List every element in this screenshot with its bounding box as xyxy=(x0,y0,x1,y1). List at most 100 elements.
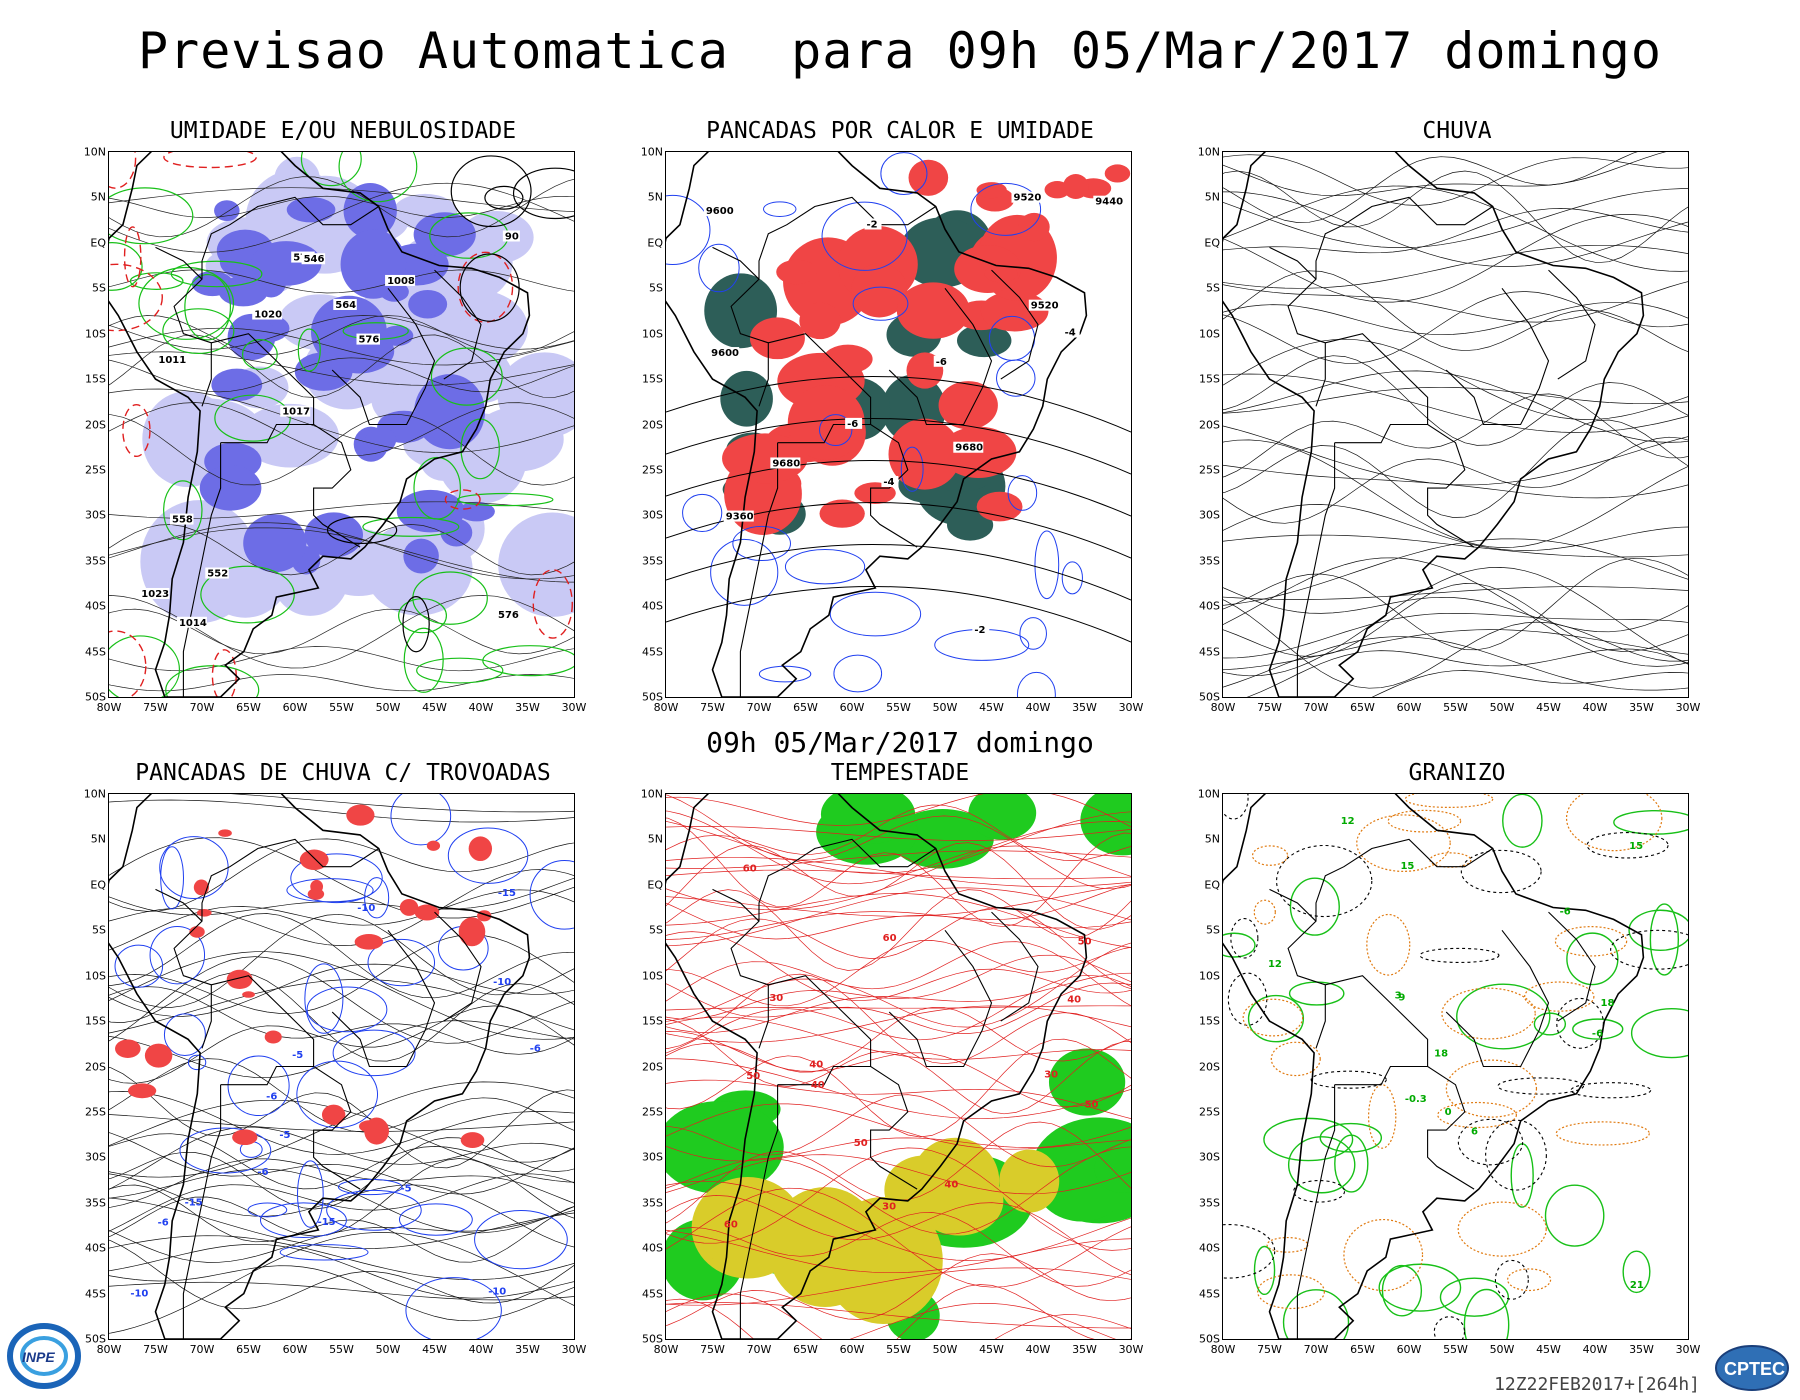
streamline xyxy=(666,1126,1131,1162)
lat-tick-label: 15S xyxy=(85,1014,106,1028)
lon-tick-label: 40W xyxy=(1582,701,1608,714)
field-area xyxy=(264,1030,282,1044)
streamline xyxy=(666,883,1131,940)
contour-line xyxy=(1437,1101,1517,1129)
lon-tick-label: 50W xyxy=(1489,1343,1515,1356)
streamline xyxy=(109,889,574,951)
streamline xyxy=(109,527,574,583)
country-border xyxy=(739,442,779,697)
contour-line xyxy=(159,836,229,900)
field-area xyxy=(304,512,363,558)
lon-tick-label: 65W xyxy=(793,1343,818,1356)
field-area xyxy=(888,418,961,490)
contour-line xyxy=(833,654,883,693)
lon-tick-label: 45W xyxy=(1536,1343,1561,1356)
lon-tick-label: 45W xyxy=(979,1343,1004,1356)
contour-line xyxy=(1433,1316,1466,1339)
streamline xyxy=(666,1267,1131,1306)
field-area xyxy=(1048,1048,1126,1116)
contour-line xyxy=(456,492,554,507)
field-area xyxy=(189,926,205,938)
streamline xyxy=(109,327,574,366)
field-area xyxy=(787,385,865,460)
contour-line xyxy=(450,155,532,228)
contour-line xyxy=(1456,983,1551,1050)
streamline xyxy=(666,972,1131,1033)
contour-line xyxy=(326,515,398,545)
contour-line xyxy=(529,860,574,930)
country-border xyxy=(991,269,1039,380)
contour-line xyxy=(1485,1119,1547,1191)
contour-line xyxy=(1270,1041,1321,1077)
country-border xyxy=(155,888,203,922)
streamline xyxy=(1223,154,1688,206)
streamline xyxy=(666,974,1131,1054)
streamline xyxy=(666,1019,1131,1115)
contour-line xyxy=(1257,1274,1325,1310)
lon-tick-label: 40W xyxy=(1025,701,1051,714)
coastline xyxy=(666,794,1088,1339)
country-border xyxy=(1334,1065,1428,1086)
streamline xyxy=(109,413,574,486)
field-area xyxy=(471,406,564,472)
lon-tick-label: 30W xyxy=(1675,701,1701,714)
lon-tick-label: 55W xyxy=(1443,701,1468,714)
contour-line xyxy=(326,1189,422,1231)
lat-tick-label: 5N xyxy=(90,190,106,204)
lon-tick-label: 60W xyxy=(1396,701,1422,714)
streamline xyxy=(1223,629,1688,671)
contour-line xyxy=(1628,909,1688,951)
streamline xyxy=(1223,599,1688,689)
contour-line xyxy=(970,182,1042,236)
contour-line xyxy=(484,185,524,210)
contour-line xyxy=(1570,1082,1652,1099)
contour-line xyxy=(1533,1012,1567,1036)
streamline xyxy=(666,982,1131,1034)
lon-tick-label: 50W xyxy=(932,701,958,714)
lon-tick-label: 55W xyxy=(329,701,354,714)
contour-label: 576 xyxy=(358,335,379,346)
country-border xyxy=(434,911,482,1022)
streamline xyxy=(666,1038,1131,1138)
contour-label: 12 xyxy=(1341,816,1355,827)
streamline xyxy=(666,869,1131,880)
coastline xyxy=(109,152,531,697)
contour-label: 40 xyxy=(809,1059,823,1070)
contour-line xyxy=(1463,1288,1510,1339)
streamline xyxy=(1223,393,1688,478)
coastline xyxy=(1223,794,1645,1339)
lat-tick-label: 35S xyxy=(642,1196,663,1210)
contour-line xyxy=(1622,1250,1651,1294)
streamline xyxy=(666,889,1131,971)
field-area xyxy=(460,210,534,264)
longitude-axis: 80W 75W 70W 65W 60W 55W 50W 45W 40W 35W 30W xyxy=(654,1343,1144,1359)
map-panel-tempestade: TEMPESTADE5040306050403060504030605040[K… xyxy=(641,760,1144,1380)
field-area xyxy=(984,265,1018,283)
map-canvas: -6181512963-0.3210-6181512TTS>52_VT>25_S… xyxy=(1222,793,1689,1340)
contour-line xyxy=(129,272,184,290)
latitude-axis: 10N 5N EQ 5S 10S 15S 20S 25S 30S 35S 40S 45S 50S xyxy=(625,146,663,704)
field-area xyxy=(498,512,574,617)
lon-tick-label: 45W xyxy=(422,701,447,714)
field-area xyxy=(144,1043,173,1068)
contour-label: -6 xyxy=(936,357,947,368)
streamline xyxy=(1223,557,1688,667)
model-run-stamp: 12Z22FEB2017+[264h] xyxy=(1494,1374,1700,1395)
streamline xyxy=(1223,214,1688,303)
lat-tick-label: 5S xyxy=(1206,923,1220,937)
streamline xyxy=(666,1253,1131,1326)
lon-tick-label: 50W xyxy=(375,701,401,714)
streamline xyxy=(1223,373,1688,433)
country-border xyxy=(991,911,1039,1022)
contour-label: 15 xyxy=(1400,861,1414,872)
lat-tick-label: 5S xyxy=(1206,281,1220,295)
field-area xyxy=(908,159,949,196)
contour-line xyxy=(821,201,908,271)
lon-tick-label: 45W xyxy=(979,701,1004,714)
contour-line xyxy=(1223,1224,1276,1279)
contour-line xyxy=(698,243,740,293)
contour-line xyxy=(1343,1218,1424,1292)
contour-line xyxy=(1007,475,1038,511)
field-area xyxy=(346,804,375,826)
label-box xyxy=(301,253,326,265)
